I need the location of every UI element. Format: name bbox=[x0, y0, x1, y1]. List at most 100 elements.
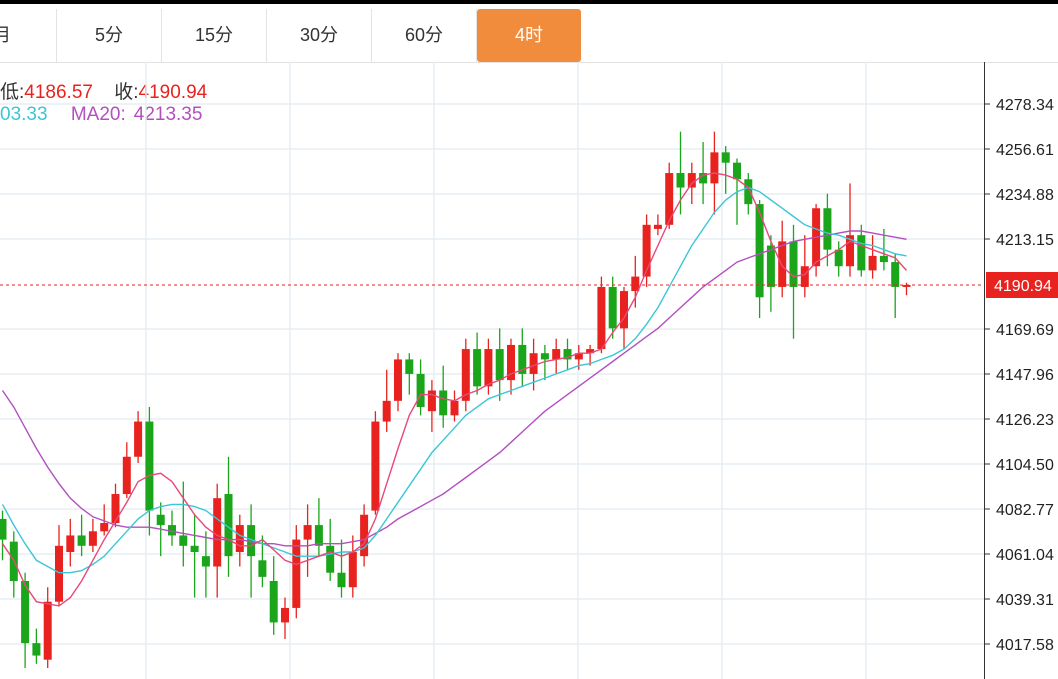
close-label: 收: bbox=[114, 82, 139, 103]
candle-body bbox=[88, 531, 97, 546]
price-axis-line bbox=[984, 62, 985, 679]
candle-body bbox=[21, 581, 30, 644]
ma20-label: MA20: bbox=[70, 104, 126, 125]
candle-body bbox=[258, 560, 267, 577]
candle-body bbox=[620, 291, 628, 329]
ma20-value: 4213.35 bbox=[133, 104, 203, 125]
y-tick-label: 4017.58 bbox=[996, 637, 1054, 654]
candle-body bbox=[235, 525, 244, 553]
candle-body bbox=[461, 349, 470, 401]
candle-body bbox=[744, 179, 753, 205]
candle-body bbox=[755, 204, 764, 298]
candle-body bbox=[168, 525, 176, 536]
candle-body bbox=[552, 349, 561, 360]
candle-body bbox=[789, 241, 798, 287]
candle-body bbox=[507, 344, 515, 381]
candle-body bbox=[145, 421, 154, 511]
candle-body bbox=[122, 456, 131, 495]
candle-body bbox=[823, 208, 832, 250]
candle-body bbox=[540, 353, 549, 360]
candle-body bbox=[427, 390, 436, 412]
period-tab-bar: 月 5分 15分 30分 60分 4时 bbox=[0, 4, 1058, 63]
candle-body bbox=[574, 353, 583, 360]
tab-60min[interactable]: 60分 bbox=[372, 9, 477, 62]
ma5-line bbox=[1, 172, 908, 607]
candle-body bbox=[111, 494, 120, 524]
candle-body bbox=[834, 249, 843, 267]
candle-body bbox=[642, 224, 651, 277]
candle-body bbox=[710, 152, 719, 184]
candle-body bbox=[586, 349, 595, 354]
candle-body bbox=[190, 545, 199, 553]
candle-body bbox=[269, 581, 278, 623]
low-value: 4186.57 bbox=[24, 82, 93, 103]
candle-body bbox=[879, 255, 888, 263]
candle-body bbox=[303, 525, 312, 540]
candle-body bbox=[721, 152, 730, 163]
tab-30min[interactable]: 30分 bbox=[267, 9, 372, 62]
close-value: 4190.94 bbox=[138, 82, 208, 103]
candle-body bbox=[597, 286, 606, 350]
candle-body bbox=[416, 373, 425, 408]
candle-body bbox=[156, 514, 165, 526]
candle-body bbox=[450, 400, 459, 416]
candle-body bbox=[653, 224, 662, 229]
candle-body bbox=[891, 262, 900, 287]
candle-body bbox=[134, 421, 143, 457]
low-label: 低: bbox=[0, 82, 25, 103]
tab-5min[interactable]: 5分 bbox=[57, 9, 162, 62]
candle-body bbox=[676, 173, 685, 188]
candle-body bbox=[326, 545, 335, 573]
y-tick-label: 4234.88 bbox=[996, 187, 1054, 204]
candle-body bbox=[360, 514, 369, 557]
current-price-badge bbox=[986, 271, 1058, 298]
current-price-label: 4190.94 bbox=[994, 278, 1052, 295]
tab-month[interactable]: 月 bbox=[0, 9, 57, 62]
candle-body bbox=[665, 173, 674, 225]
top-border bbox=[0, 0, 1058, 4]
tab-4hour[interactable]: 4时 bbox=[477, 9, 581, 62]
y-tick-label: 4278.34 bbox=[996, 97, 1054, 114]
ma10-line bbox=[1, 186, 907, 574]
y-tick-label: 4082.77 bbox=[996, 502, 1054, 519]
candle-body bbox=[846, 235, 854, 267]
candle-body bbox=[902, 284, 911, 287]
candle-body bbox=[699, 173, 708, 184]
candle-body bbox=[518, 344, 527, 374]
candlestick-chart[interactable]: 4278.34 4256.61 4234.88 4213.15 4169.69 4147.… bbox=[0, 62, 1058, 679]
candle-body bbox=[857, 235, 866, 271]
candle-body bbox=[348, 552, 357, 588]
candle-body bbox=[314, 525, 323, 546]
candle-body bbox=[868, 255, 877, 271]
candle-body bbox=[495, 349, 504, 381]
candle-body bbox=[43, 601, 52, 660]
candle-body bbox=[631, 276, 640, 292]
candle-body bbox=[473, 349, 482, 387]
candle-body bbox=[77, 535, 86, 546]
y-tick-label: 4039.31 bbox=[996, 592, 1054, 609]
y-tick-label: 4126.23 bbox=[996, 412, 1054, 429]
y-tick-label: 4213.15 bbox=[996, 232, 1054, 249]
candle-body bbox=[224, 494, 233, 557]
y-tick-label: 4061.04 bbox=[996, 547, 1054, 564]
candle-body bbox=[529, 353, 538, 374]
y-tick-label: 4169.69 bbox=[996, 322, 1054, 339]
candle-body bbox=[733, 162, 741, 180]
candle-body bbox=[405, 359, 414, 374]
candle-body bbox=[484, 349, 493, 387]
y-tick-label: 4147.96 bbox=[996, 367, 1054, 384]
y-tick-label: 4104.50 bbox=[996, 457, 1054, 474]
candle-body bbox=[800, 266, 809, 287]
candle-body bbox=[563, 349, 572, 360]
candle-body bbox=[201, 556, 210, 567]
candle-body bbox=[213, 498, 222, 567]
candle-body bbox=[337, 572, 346, 588]
candle-body bbox=[778, 241, 787, 287]
ma-legend: 03.33 MA20: 4213.35 bbox=[0, 104, 212, 126]
candle-body bbox=[55, 545, 63, 602]
tab-15min[interactable]: 15分 bbox=[162, 9, 267, 62]
y-tick-label: 4256.61 bbox=[996, 142, 1054, 159]
ma20-line bbox=[1, 230, 907, 547]
candle-body bbox=[292, 539, 301, 608]
candle-body bbox=[608, 286, 617, 329]
